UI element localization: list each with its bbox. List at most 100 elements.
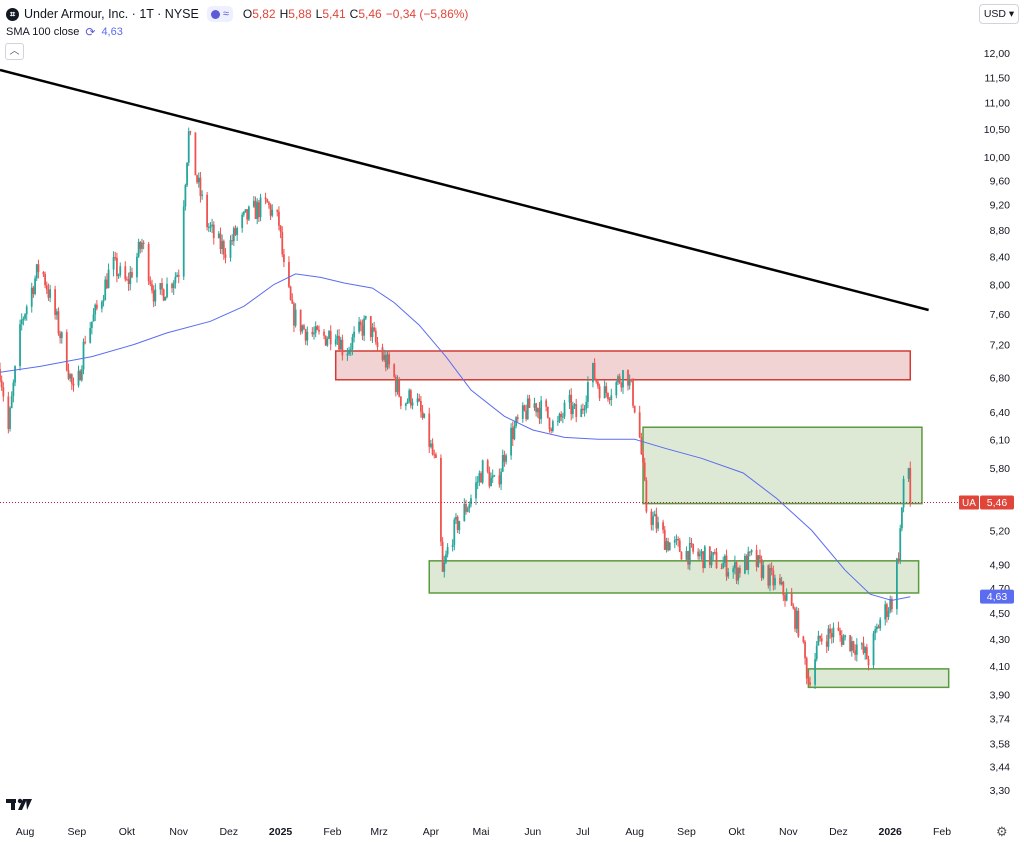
candle bbox=[814, 652, 816, 689]
candle bbox=[386, 350, 389, 370]
candle bbox=[430, 439, 432, 449]
x-tick-label: Okt bbox=[728, 826, 744, 838]
candle bbox=[480, 471, 482, 483]
refresh-icon[interactable]: ⟳ bbox=[85, 25, 96, 39]
candle bbox=[229, 235, 232, 262]
candle bbox=[852, 640, 855, 654]
candle bbox=[288, 256, 290, 289]
candle bbox=[242, 211, 245, 217]
candle bbox=[885, 602, 888, 623]
candle bbox=[440, 454, 442, 546]
candle bbox=[311, 327, 314, 337]
x-tick-label: Apr bbox=[423, 826, 440, 838]
y-tick-label: 10,50 bbox=[984, 124, 1010, 136]
candle bbox=[560, 411, 563, 422]
candle bbox=[733, 555, 736, 575]
high-label: H bbox=[279, 7, 289, 21]
candle bbox=[760, 555, 763, 581]
candle bbox=[692, 543, 695, 555]
candle bbox=[877, 624, 880, 629]
candle bbox=[503, 450, 506, 467]
candle bbox=[217, 231, 220, 239]
candle bbox=[615, 380, 618, 399]
candle bbox=[151, 279, 153, 294]
candle bbox=[896, 557, 898, 615]
collapse-legend-button[interactable]: ︿ bbox=[5, 43, 24, 60]
candle bbox=[491, 469, 494, 483]
candle bbox=[244, 209, 247, 213]
market-status-pill[interactable]: ≈ bbox=[206, 6, 233, 22]
candle bbox=[224, 248, 227, 264]
candle bbox=[0, 362, 1, 383]
support-zone[interactable] bbox=[807, 668, 950, 689]
sma-line[interactable] bbox=[0, 273, 911, 601]
last-price-symbol: UA bbox=[962, 498, 976, 509]
candle bbox=[371, 323, 374, 343]
candle bbox=[30, 282, 33, 313]
candle bbox=[451, 539, 454, 552]
candle bbox=[364, 315, 367, 321]
candle bbox=[521, 402, 524, 423]
candle bbox=[257, 200, 260, 223]
candle bbox=[328, 330, 330, 340]
candle bbox=[663, 525, 666, 550]
market-closed-icon bbox=[210, 9, 220, 19]
candle bbox=[745, 554, 748, 571]
candle bbox=[901, 507, 903, 532]
candle bbox=[832, 622, 835, 643]
candle bbox=[862, 636, 865, 655]
candle bbox=[433, 449, 436, 459]
candle bbox=[95, 300, 98, 311]
support-zone[interactable] bbox=[642, 426, 923, 505]
y-tick-label: 7,60 bbox=[990, 309, 1011, 321]
candle bbox=[551, 419, 554, 433]
symbol-title[interactable]: Under Armour, Inc. · 1T · NYSE bbox=[24, 7, 199, 21]
candle bbox=[523, 404, 526, 412]
candle bbox=[139, 240, 142, 254]
candle bbox=[546, 406, 549, 419]
support-zone[interactable] bbox=[428, 560, 920, 594]
candle bbox=[580, 404, 583, 418]
candle bbox=[278, 206, 280, 231]
candle bbox=[294, 303, 297, 328]
candle bbox=[72, 377, 75, 392]
candle bbox=[301, 324, 304, 334]
candle bbox=[42, 270, 45, 278]
candle bbox=[421, 405, 424, 420]
candle bbox=[222, 239, 225, 260]
tradingview-logo-icon[interactable] bbox=[6, 797, 32, 811]
candle bbox=[640, 432, 643, 455]
sma-legend[interactable]: SMA 100 close ⟳ 4,63 bbox=[6, 25, 123, 39]
candle bbox=[336, 329, 339, 345]
candle bbox=[363, 315, 366, 342]
candle bbox=[154, 283, 157, 307]
candle bbox=[769, 563, 771, 592]
candle bbox=[774, 574, 776, 590]
candle bbox=[638, 405, 641, 439]
y-tick-label: 3,30 bbox=[990, 785, 1011, 797]
candle bbox=[844, 634, 847, 641]
y-tick-label: 5,20 bbox=[990, 525, 1011, 537]
candle bbox=[174, 272, 177, 289]
candle bbox=[476, 476, 479, 490]
x-tick-label: 2026 bbox=[879, 826, 903, 838]
candle bbox=[784, 592, 786, 607]
candle bbox=[458, 520, 461, 534]
candle bbox=[617, 374, 619, 385]
candle bbox=[749, 551, 751, 557]
candle bbox=[710, 551, 713, 568]
candle bbox=[161, 278, 163, 296]
currency-select[interactable]: USD ▾ bbox=[979, 4, 1019, 24]
y-tick-label: 7,20 bbox=[990, 340, 1011, 352]
candle bbox=[587, 376, 589, 409]
chevron-up-icon: ︿ bbox=[9, 46, 20, 57]
candle bbox=[468, 501, 471, 513]
candle bbox=[725, 549, 728, 581]
candle bbox=[855, 638, 858, 662]
settings-gear-icon[interactable]: ⚙ bbox=[996, 824, 1008, 839]
trendline[interactable] bbox=[0, 68, 929, 312]
candle bbox=[744, 553, 746, 575]
candle bbox=[152, 285, 155, 308]
candle bbox=[875, 623, 878, 633]
